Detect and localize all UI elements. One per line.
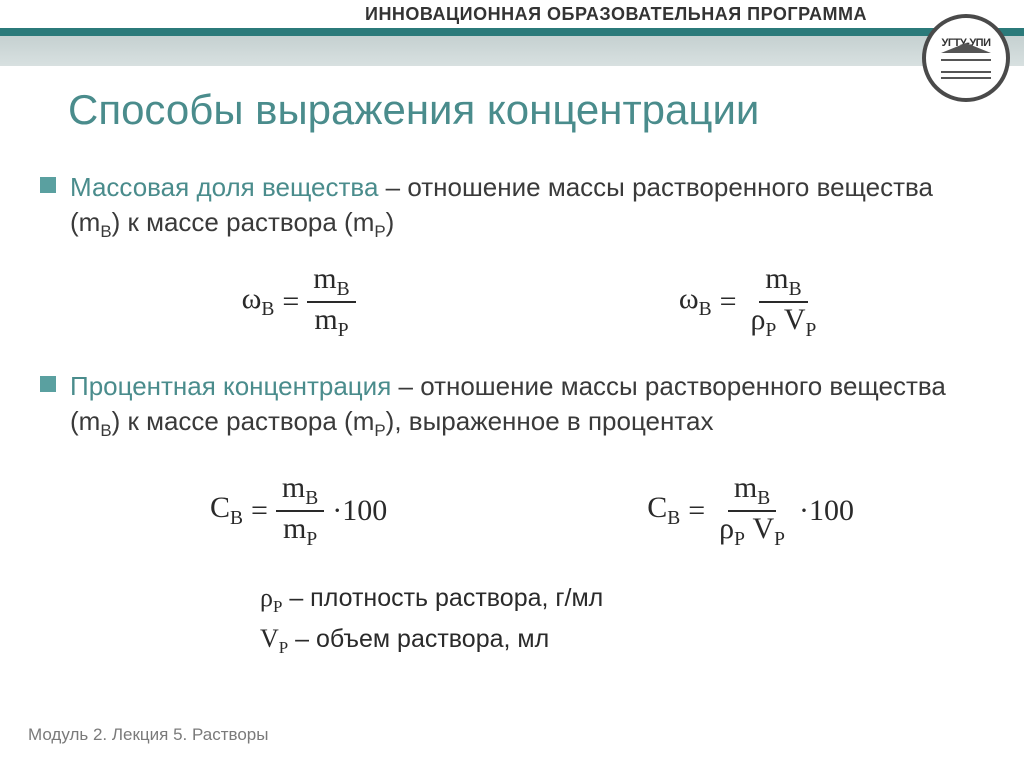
formula-c-mass: CВ = mВ mР ·100 [210, 471, 387, 550]
rest-2b: ) к массе раствора (m [112, 406, 375, 436]
content-area: Массовая доля вещества – отношение массы… [40, 170, 984, 661]
bullet-square-icon [40, 376, 56, 392]
sub-1b: Р [374, 222, 385, 241]
definitions: ρР – плотность раствора, г/мл VР – объем… [260, 578, 984, 661]
program-label: ИННОВАЦИОННАЯ ОБРАЗОВАТЕЛЬНАЯ ПРОГРАММА [365, 4, 867, 25]
rest-2c: ), выраженное в процентах [386, 406, 714, 436]
bullet-percent-concentration: Процентная концентрация – отношение масс… [40, 369, 984, 443]
bullet-mass-fraction: Массовая доля вещества – отношение массы… [40, 170, 984, 244]
formula-row-omega: ωВ = mВ mР ωВ = mВ ρР VР [40, 262, 984, 341]
term-1: Массовая доля вещества [70, 172, 378, 202]
rest-1b: ) к массе раствора (m [112, 207, 375, 237]
sub-2a: В [100, 421, 111, 440]
logo-building-icon [941, 51, 991, 79]
formula-omega-density: ωВ = mВ ρР VР [679, 262, 823, 341]
university-logo: УГТУ-УПИ [922, 14, 1010, 102]
slide-title: Способы выражения концентрации [68, 86, 759, 134]
rest-1c: ) [386, 207, 395, 237]
footer-text: Модуль 2. Лекция 5. Растворы [28, 725, 268, 745]
top-teal-bar [0, 28, 1024, 36]
sub-2b: Р [374, 421, 385, 440]
bullet-square-icon [40, 177, 56, 193]
formula-row-c: CВ = mВ mР ·100 CВ = mВ ρР VР ·100 [40, 471, 984, 550]
formula-c-density: CВ = mВ ρР VР ·100 [647, 471, 854, 550]
sub-1a: В [100, 222, 111, 241]
formula-omega-mass: ωВ = mВ mР [242, 262, 356, 341]
bullet-text-1: Массовая доля вещества – отношение массы… [70, 170, 984, 244]
term-2: Процентная концентрация [70, 371, 391, 401]
def-v: VР – объем раствора, мл [260, 619, 984, 661]
bullet-text-2: Процентная концентрация – отношение масс… [70, 369, 984, 443]
def-rho: ρР – плотность раствора, г/мл [260, 578, 984, 620]
top-gray-bar [0, 36, 1024, 66]
